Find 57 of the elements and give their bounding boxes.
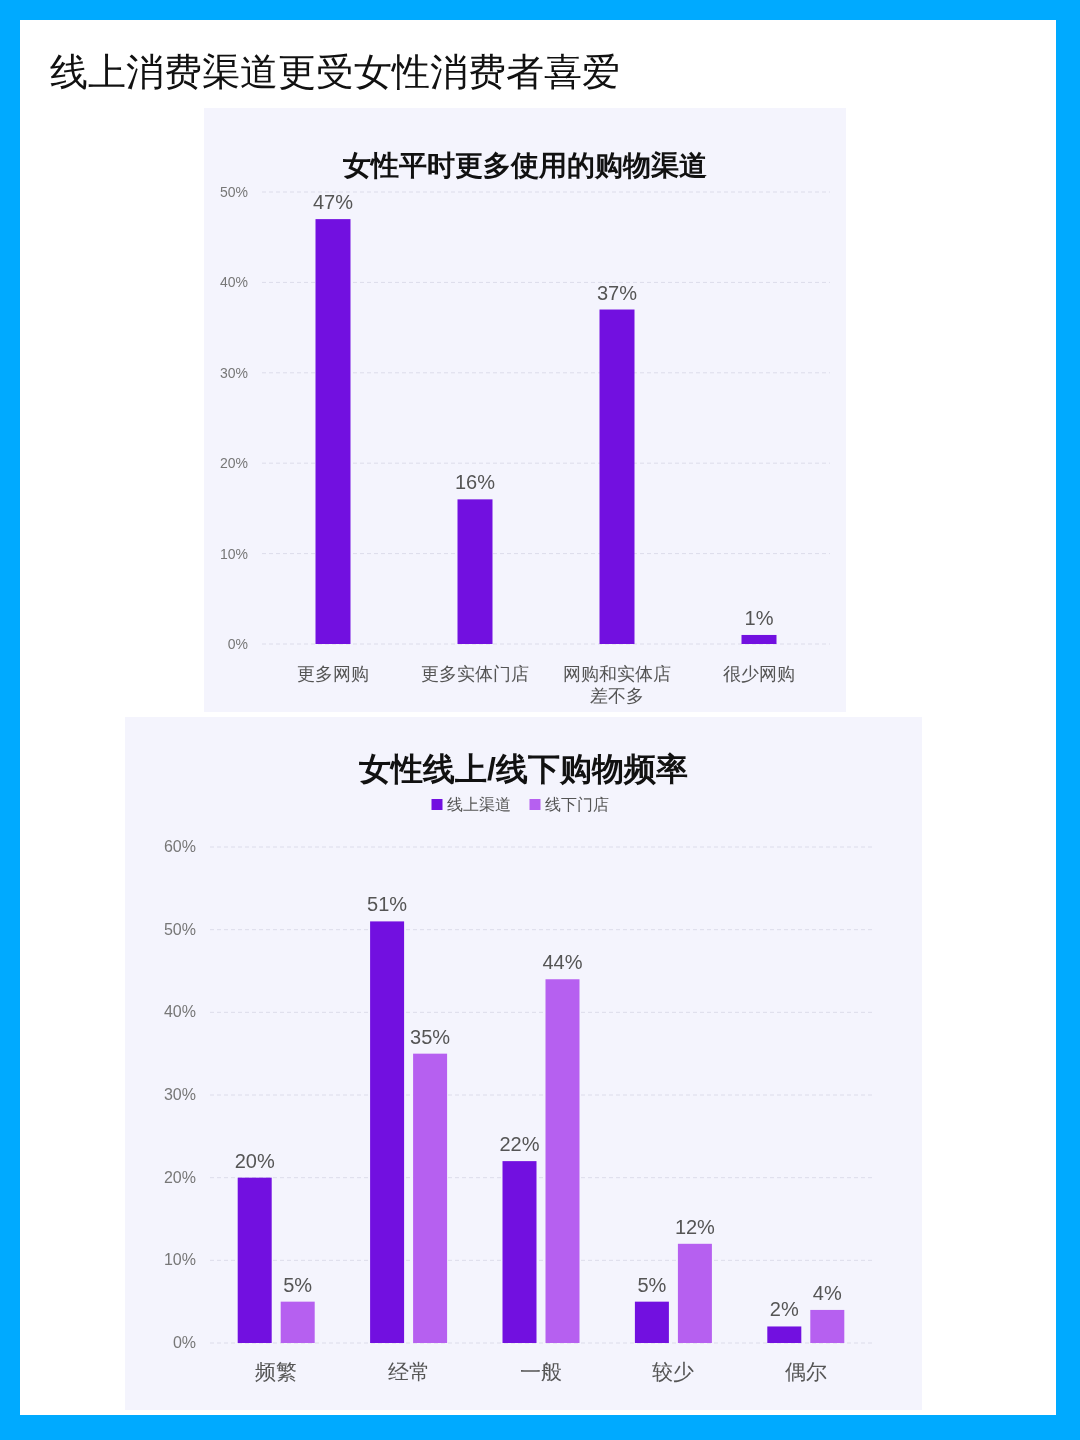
- bar: [741, 634, 777, 644]
- y-tick-label: 10%: [163, 1251, 196, 1269]
- y-tick-label: 20%: [163, 1168, 196, 1186]
- x-tick-label: 很少网购: [723, 664, 795, 684]
- bar: [413, 1053, 448, 1343]
- bar: [634, 1301, 669, 1343]
- legend-item: 线下门店: [529, 796, 609, 813]
- y-tick-label: 0%: [227, 636, 248, 652]
- bar: [599, 309, 635, 644]
- y-tick-label: 40%: [219, 274, 248, 291]
- bar: [502, 1161, 537, 1343]
- bar: [810, 1309, 845, 1343]
- data-label: 12%: [674, 1215, 716, 1238]
- chart-title: 线上消费渠道更受女性消费者喜爱: [50, 51, 620, 93]
- y-tick-label: 20%: [219, 455, 248, 472]
- legend-label: 线上渠道: [446, 796, 511, 813]
- x-tick-label: 更多实体门店: [421, 664, 529, 684]
- x-tick-label: 较少: [652, 1360, 695, 1383]
- chart-title: 女性线上/线下购物频率: [358, 751, 688, 787]
- data-label: 1%: [744, 606, 774, 629]
- y-tick-label: 30%: [163, 1086, 196, 1103]
- legend-label: 线下门店: [544, 796, 609, 813]
- x-tick-label: 一般: [520, 1360, 562, 1383]
- x-tick-label: 偶尔: [784, 1360, 827, 1383]
- y-tick-label: 60%: [163, 838, 196, 855]
- y-tick-label: 50%: [219, 184, 248, 200]
- x-tick-label: 网购和实体店差不多: [563, 664, 671, 706]
- bar: [280, 1301, 315, 1343]
- data-label: 5%: [637, 1273, 667, 1296]
- bar: [237, 1177, 272, 1343]
- bar: [677, 1243, 712, 1343]
- data-label: 20%: [234, 1149, 275, 1172]
- data-label: 51%: [367, 893, 408, 916]
- data-label: 2%: [769, 1298, 799, 1321]
- y-tick-label: 30%: [219, 364, 248, 381]
- bar: [370, 921, 405, 1343]
- y-tick-label: 50%: [163, 920, 196, 938]
- x-tick-label: 经常: [387, 1360, 430, 1383]
- data-label: 35%: [410, 1025, 451, 1048]
- bar: [457, 499, 493, 644]
- x-tick-label: 频繁: [255, 1360, 298, 1383]
- data-label: 16%: [454, 471, 496, 494]
- bar: [545, 979, 580, 1343]
- data-label: 5%: [283, 1273, 313, 1296]
- legend-item: 线上渠道: [431, 796, 511, 813]
- x-tick-label: 更多网购: [297, 664, 369, 684]
- data-label: 37%: [596, 281, 638, 304]
- bar: [767, 1326, 802, 1343]
- data-label: 44%: [542, 951, 583, 974]
- chart-subtitle: 女性平时更多使用的购物渠道: [342, 150, 707, 181]
- y-tick-label: 40%: [163, 1003, 196, 1021]
- y-tick-label: 0%: [172, 1334, 196, 1351]
- data-label: 22%: [499, 1133, 540, 1156]
- data-label: 4%: [812, 1281, 842, 1304]
- data-label: 47%: [312, 191, 354, 214]
- bar: [315, 219, 351, 644]
- y-tick-label: 10%: [219, 545, 248, 562]
